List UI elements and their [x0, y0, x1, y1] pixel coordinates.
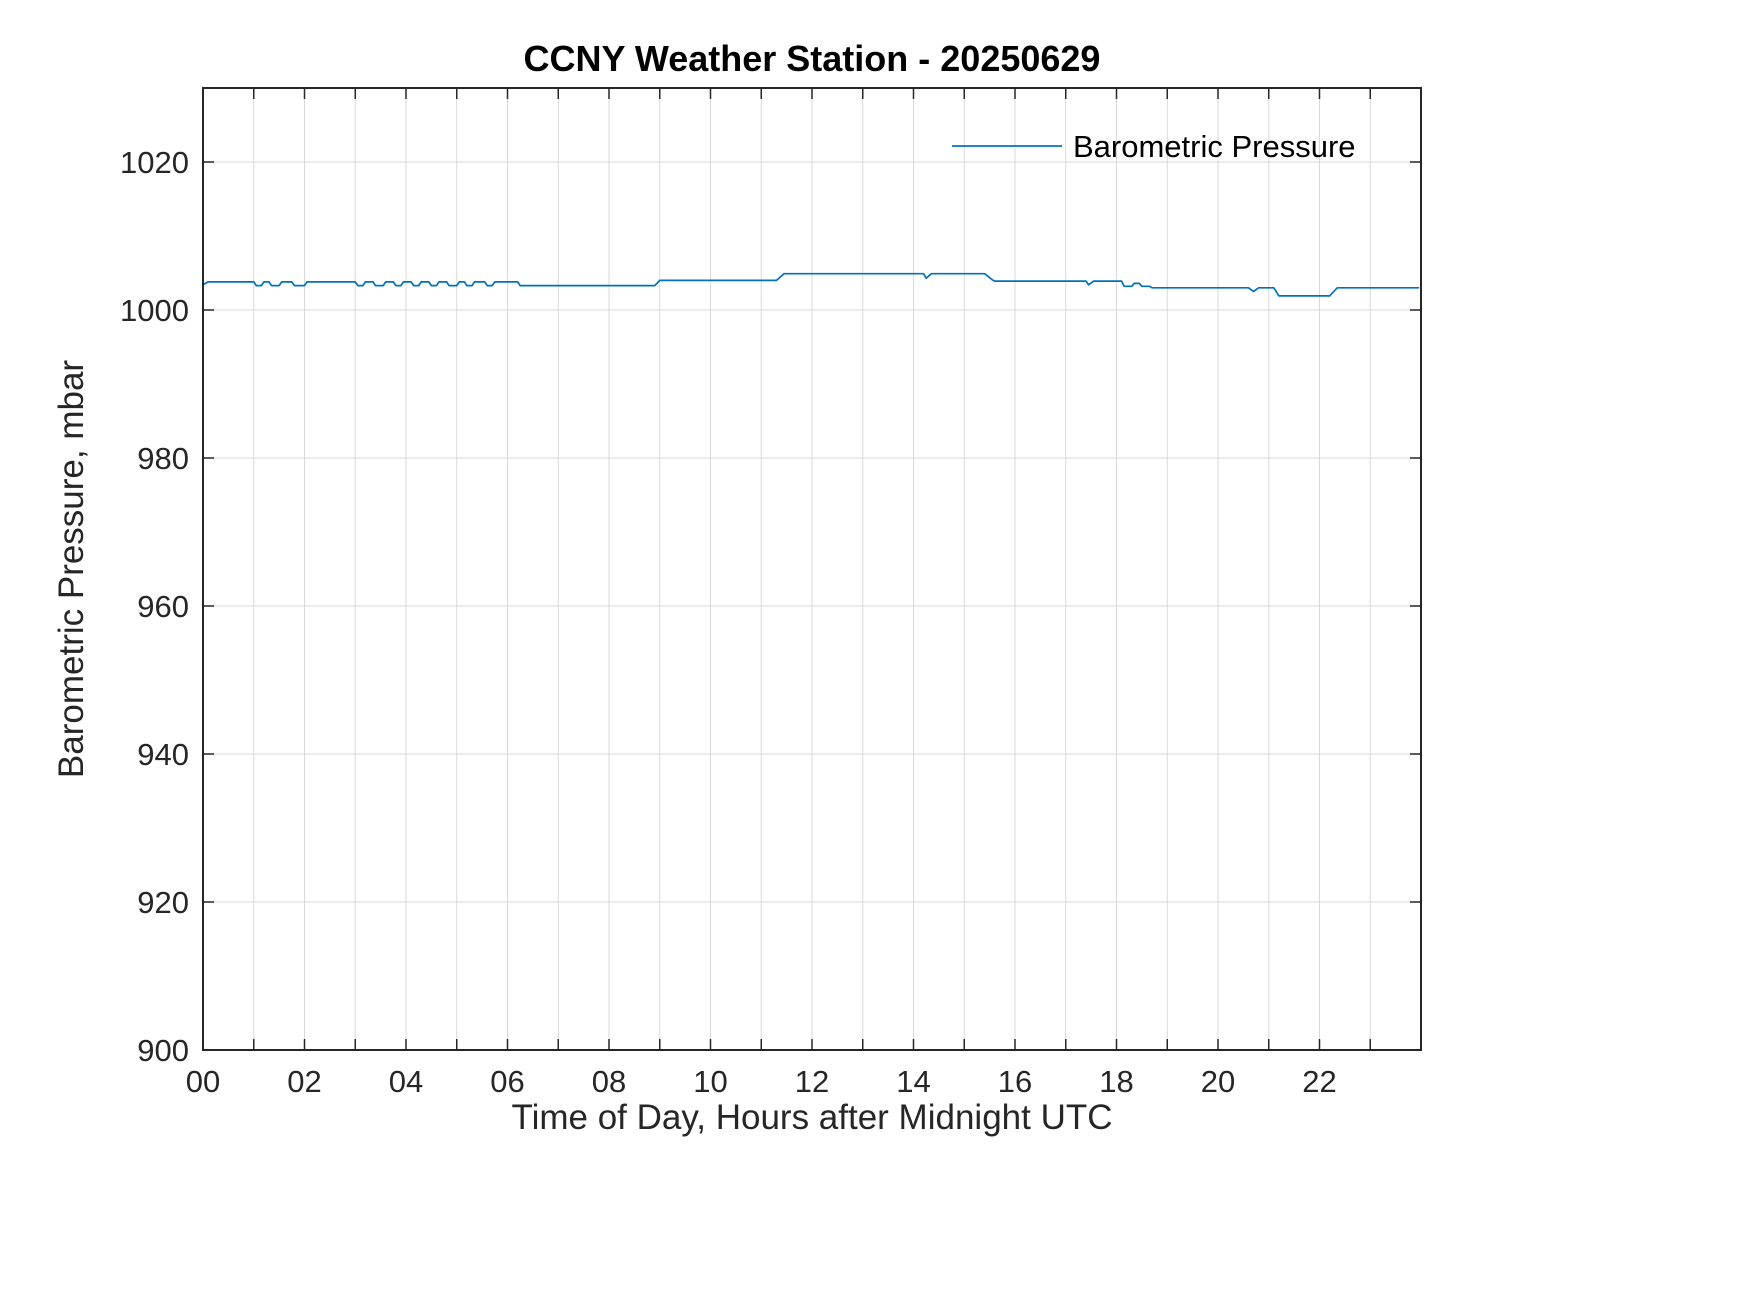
x-tick-label: 10 — [693, 1064, 727, 1099]
y-tick-label: 1000 — [120, 293, 189, 328]
x-tick-label: 16 — [998, 1064, 1032, 1099]
chart-title: CCNY Weather Station - 20250629 — [523, 38, 1101, 79]
legend: Barometric Pressure — [952, 129, 1356, 164]
axes-box — [202, 87, 1422, 1051]
x-tick-label: 00 — [186, 1064, 220, 1099]
x-tick-label: 22 — [1302, 1064, 1336, 1099]
y-axis-label: Barometric Pressure, mbar — [52, 359, 91, 779]
x-tick-label: 20 — [1201, 1064, 1235, 1099]
y-tick-label: 920 — [137, 885, 189, 920]
x-tick-label: 14 — [896, 1064, 930, 1099]
axis-ticks — [202, 88, 1422, 1051]
x-tick-label: 08 — [592, 1064, 626, 1099]
x-axis-label: Time of Day, Hours after Midnight UTC — [511, 1098, 1113, 1137]
y-tick-label: 940 — [137, 737, 189, 772]
x-tick-label: 12 — [795, 1064, 829, 1099]
x-tick-label: 04 — [389, 1064, 423, 1099]
y-tick-label: 1020 — [120, 145, 189, 180]
y-tick-label: 900 — [137, 1033, 189, 1068]
pressure-line — [202, 272, 1420, 297]
legend-label: Barometric Pressure — [1073, 129, 1356, 164]
x-tick-label: 06 — [490, 1064, 524, 1099]
y-tick-label: 980 — [137, 441, 189, 476]
tick-labels: 00 02 04 06 08 10 12 14 16 18 20 22 900 920 940 960 980 1… — [120, 145, 1337, 1099]
x-tick-label: 18 — [1099, 1064, 1133, 1099]
y-tick-label: 960 — [137, 589, 189, 624]
gridlines — [203, 88, 1421, 1050]
x-tick-label: 02 — [287, 1064, 321, 1099]
